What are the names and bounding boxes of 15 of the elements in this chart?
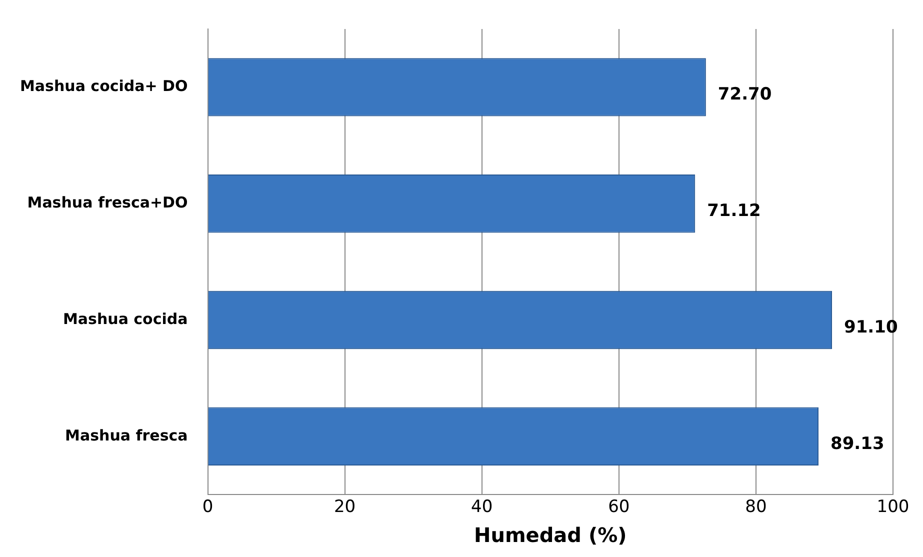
x-tick-label: 60 — [608, 497, 630, 518]
y-tick-label: Mashua cocida+ DO — [20, 77, 188, 96]
data-label: 89.13 — [830, 434, 884, 454]
x-tick-label: 20 — [334, 497, 356, 518]
x-tick-label: 100 — [876, 497, 910, 518]
x-axis-title: Humedad (%) — [474, 523, 627, 548]
y-tick-label: Mashua fresca — [65, 426, 188, 444]
y-tick-label: Mashua cocida — [62, 310, 188, 328]
x-tick-label: 80 — [745, 497, 767, 518]
data-label: 71.12 — [707, 201, 761, 222]
y-tick-label: Mashua fresca+DO — [27, 193, 188, 212]
data-label: 72.70 — [718, 84, 772, 105]
data-label: 91.10 — [844, 317, 898, 338]
x-tick-label: 0 — [202, 497, 214, 518]
x-tick-label: 40 — [471, 497, 493, 518]
